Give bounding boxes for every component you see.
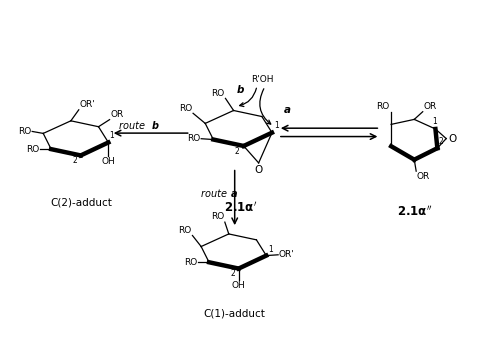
Text: O: O	[448, 134, 457, 143]
Text: OR: OR	[417, 172, 430, 181]
Text: RO: RO	[179, 226, 192, 235]
Text: C(2)-adduct: C(2)-adduct	[51, 197, 113, 207]
Text: RO: RO	[187, 134, 201, 143]
Text: C(1)-adduct: C(1)-adduct	[204, 309, 265, 319]
Text: RO: RO	[26, 144, 39, 154]
FancyArrowPatch shape	[240, 88, 256, 106]
Text: 2: 2	[438, 137, 443, 146]
Text: RO: RO	[212, 89, 225, 98]
Text: RO: RO	[376, 102, 389, 110]
Text: route: route	[119, 121, 148, 131]
Text: OR': OR'	[79, 100, 95, 109]
Text: OR: OR	[424, 102, 437, 111]
FancyArrowPatch shape	[260, 89, 271, 124]
Text: $\bf{2.1α''}$: $\bf{2.1α''}$	[397, 204, 433, 219]
Text: RO: RO	[184, 258, 197, 267]
Text: b: b	[237, 85, 244, 95]
Text: a: a	[283, 105, 290, 116]
Text: 1: 1	[268, 245, 272, 254]
Text: RO: RO	[18, 127, 31, 136]
Text: a: a	[231, 189, 238, 199]
Text: OR': OR'	[279, 250, 294, 259]
Text: 1: 1	[432, 117, 437, 126]
Text: route: route	[201, 189, 230, 199]
Text: OH: OH	[101, 157, 115, 166]
Text: OR: OR	[110, 110, 124, 119]
Text: 2: 2	[231, 269, 236, 278]
Text: b: b	[151, 121, 158, 131]
Text: O: O	[254, 165, 263, 175]
Text: RO: RO	[211, 212, 224, 221]
Text: OH: OH	[232, 281, 246, 290]
Text: 1: 1	[274, 121, 279, 130]
Text: 1: 1	[110, 132, 114, 140]
Text: 2: 2	[73, 156, 77, 165]
Text: $\bf{2.1α'}$: $\bf{2.1α'}$	[224, 201, 257, 215]
Text: 2: 2	[235, 147, 240, 156]
Text: RO: RO	[179, 103, 192, 113]
Text: R'OH: R'OH	[250, 75, 273, 84]
